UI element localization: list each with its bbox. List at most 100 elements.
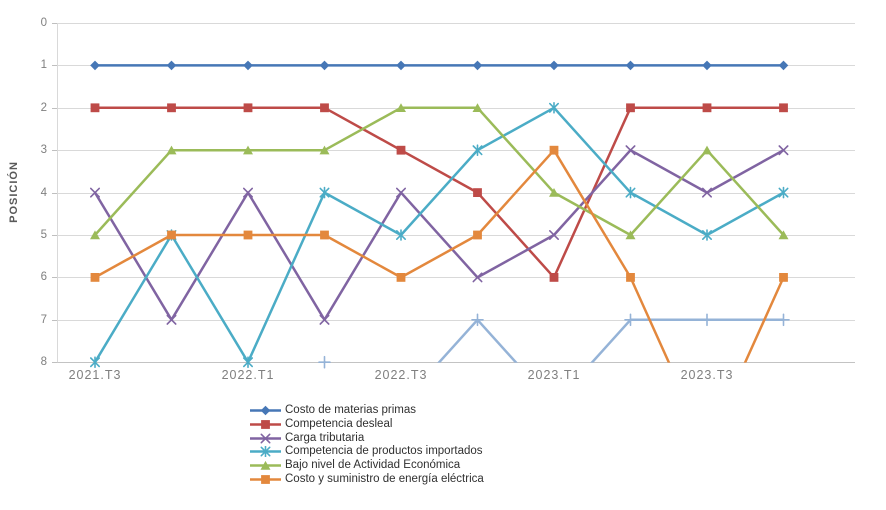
square-marker-icon	[779, 103, 788, 113]
y-tick-label: 8	[40, 356, 47, 369]
triangle-marker-icon	[90, 230, 100, 240]
square-marker-icon	[243, 103, 253, 113]
series-line	[94, 106, 785, 237]
diamond-marker-icon	[472, 60, 483, 71]
asterisk-marker-icon	[319, 186, 330, 199]
legend-label: Costo y suministro de energía eléctrica	[285, 472, 484, 485]
triangle-marker-icon	[319, 145, 330, 155]
square-marker-icon	[320, 103, 329, 113]
series-2	[90, 145, 789, 325]
y-tick-label: 2	[40, 101, 47, 114]
y-tick-label: 0	[40, 17, 47, 29]
triangle-marker-icon	[260, 460, 271, 470]
triangle-marker-icon	[396, 103, 406, 112]
asterisk-marker-icon	[549, 102, 559, 114]
x-marker-icon	[243, 187, 253, 198]
diamond-marker-icon	[90, 60, 100, 71]
square-marker-icon	[702, 103, 712, 113]
square-marker-icon	[779, 273, 788, 282]
y-tick-label: 7	[40, 313, 47, 326]
legend-x-icon	[250, 433, 281, 444]
series-1	[90, 103, 788, 282]
plot-area	[52, 23, 855, 369]
triangle-marker-icon	[549, 188, 559, 197]
x-tick-label: 2023.T3	[680, 368, 734, 382]
x-marker-icon	[549, 230, 559, 240]
series-4	[90, 103, 789, 240]
asterisk-marker-icon	[396, 229, 406, 241]
x-marker-icon	[778, 145, 789, 156]
square-marker-icon	[90, 273, 100, 282]
square-marker-icon	[396, 273, 406, 282]
y-tick-label: 5	[40, 229, 47, 241]
series-line	[93, 106, 785, 363]
legend-item: Costo de materias primas	[250, 404, 484, 418]
square-marker-icon	[549, 273, 559, 282]
legend-diamond-icon	[250, 406, 281, 416]
y-tick-label: 3	[40, 144, 47, 157]
square-marker-icon	[473, 188, 482, 197]
asterisk-marker-icon	[625, 186, 636, 199]
series-line	[93, 148, 785, 322]
plus-marker-icon	[777, 313, 790, 327]
legend-square-icon	[250, 474, 281, 484]
y-tick-label: 6	[40, 271, 47, 284]
series-6	[318, 313, 790, 369]
x-marker-icon	[319, 314, 330, 325]
diamond-marker-icon	[396, 60, 406, 71]
legend-label: Bajo nivel de Actividad Económica	[285, 459, 461, 472]
plus-marker-icon	[318, 355, 331, 369]
diamond-marker-icon	[260, 406, 271, 416]
square-marker-icon	[261, 474, 270, 484]
square-marker-icon	[626, 273, 635, 282]
diamond-marker-icon	[243, 60, 253, 71]
triangle-marker-icon	[166, 145, 177, 155]
asterisk-marker-icon	[702, 229, 712, 241]
series-line	[324, 318, 784, 363]
y-tick-label: 1	[40, 59, 47, 72]
diamond-marker-icon	[166, 60, 177, 71]
legend-square-icon	[250, 420, 281, 429]
x-marker-icon	[90, 187, 100, 198]
triangle-marker-icon	[625, 230, 636, 240]
x-tick-label: 2022.T1	[221, 368, 275, 382]
square-marker-icon	[167, 230, 176, 240]
triangle-marker-icon	[243, 145, 253, 155]
legend-item: Competencia desleal	[250, 418, 484, 432]
diamond-marker-icon	[549, 60, 559, 71]
x-marker-icon	[260, 433, 271, 444]
legend-item: Competencia de productos importados	[250, 445, 484, 459]
x-tick-label: 2021.T3	[68, 368, 122, 382]
x-marker-icon	[166, 314, 177, 325]
series-line	[94, 148, 785, 363]
legend-label: Carga tributaria	[285, 431, 365, 444]
square-marker-icon	[396, 145, 406, 155]
x-marker-icon	[472, 272, 483, 283]
x-marker-icon	[702, 187, 712, 198]
asterisk-marker-icon	[472, 144, 483, 156]
series-5	[90, 145, 788, 363]
square-marker-icon	[320, 230, 329, 240]
legend-asterisk-icon	[250, 446, 281, 458]
triangle-marker-icon	[472, 103, 483, 112]
series-0	[90, 60, 789, 71]
plus-marker-icon	[700, 313, 714, 327]
triangle-marker-icon	[702, 145, 712, 155]
square-marker-icon	[261, 420, 270, 429]
legend-triangle-icon	[250, 460, 281, 470]
diamond-marker-icon	[778, 60, 789, 71]
series-line	[95, 106, 784, 279]
square-marker-icon	[167, 103, 176, 113]
diamond-marker-icon	[625, 60, 636, 71]
legend-label: Competencia de productos importados	[285, 445, 483, 458]
plus-marker-icon	[624, 313, 637, 327]
x-marker-icon	[396, 187, 406, 198]
x-marker-icon	[625, 145, 636, 156]
square-marker-icon	[626, 103, 635, 113]
asterisk-marker-icon	[243, 356, 253, 369]
legend-label: Competencia desleal	[285, 418, 393, 431]
legend-item: Carga tributaria	[250, 431, 484, 445]
legend-item: Bajo nivel de Actividad Económica	[250, 459, 484, 473]
legend: Costo de materias primas Competencia desl…	[250, 404, 484, 486]
